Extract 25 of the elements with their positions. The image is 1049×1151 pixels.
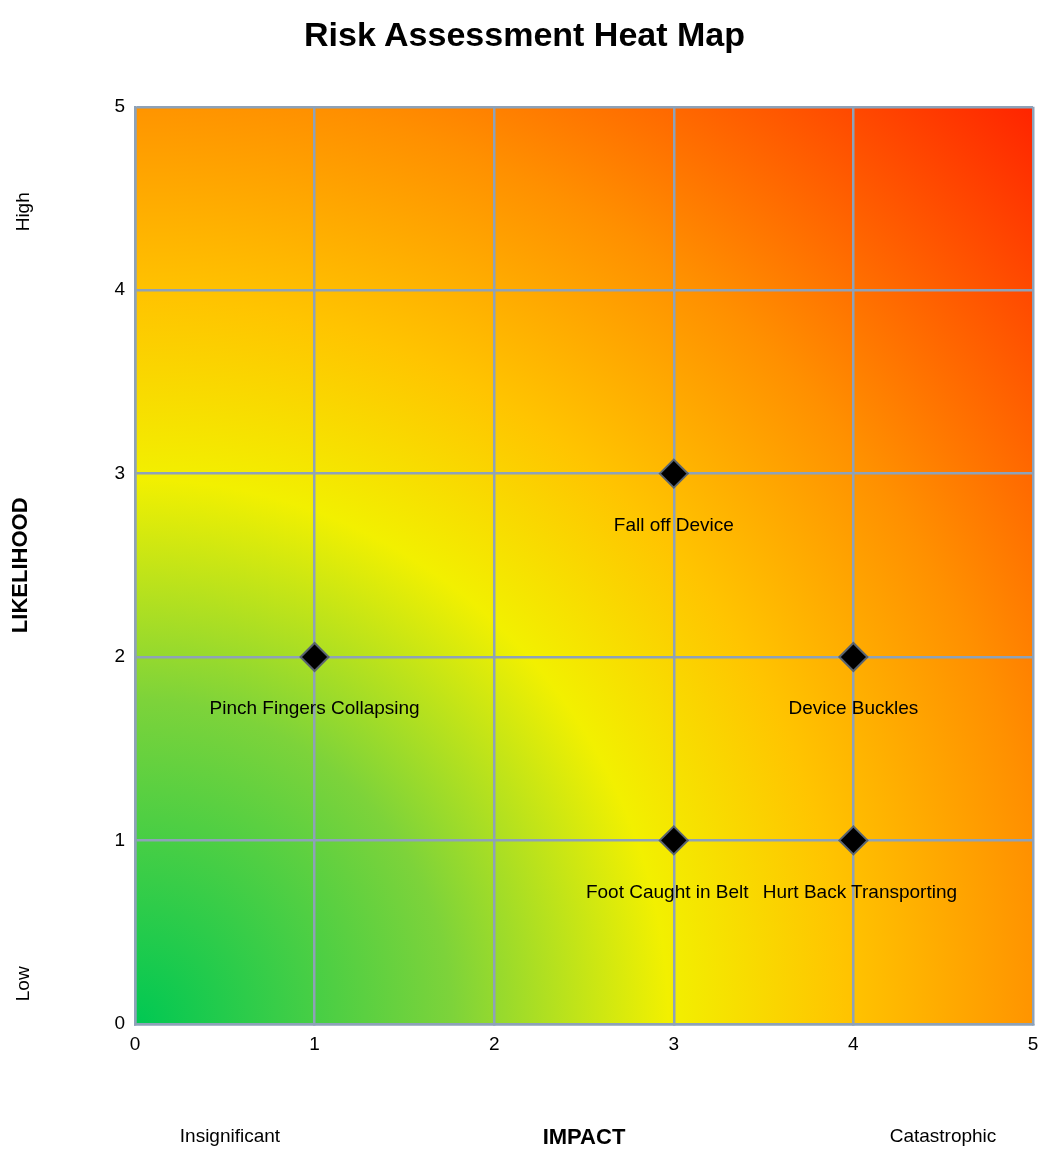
y-tick-label: 5	[114, 95, 125, 117]
point	[299, 642, 330, 672]
point	[838, 642, 869, 672]
text: High	[12, 192, 34, 232]
text: Low	[12, 966, 34, 1002]
y-tick-label: 2	[114, 645, 125, 667]
y-tick-label: 4	[114, 278, 126, 300]
text: Catastrophic	[889, 1125, 997, 1147]
x-tick-label: 5	[1027, 1033, 1039, 1055]
x-tick-label: 3	[668, 1033, 680, 1055]
y-tick-label: 3	[114, 461, 125, 483]
chart-title: Risk Assessment Heat Map	[304, 14, 745, 53]
x-tick-label: 4	[848, 1033, 860, 1055]
x-tick-label: 2	[488, 1033, 500, 1055]
point	[658, 458, 689, 489]
point	[838, 825, 869, 856]
y-tick-label: 1	[114, 828, 125, 850]
point	[658, 825, 689, 856]
text: Insignificant	[179, 1125, 281, 1147]
x-tick-label: 0	[129, 1033, 141, 1055]
x-axis-title: IMPACT	[542, 1123, 626, 1149]
y-axis-title: LIKELIHOOD	[7, 497, 33, 634]
x-tick-label: 1	[309, 1033, 320, 1055]
annotation: Fall off Device	[613, 513, 734, 535]
y-tick-label: 0	[114, 1012, 125, 1034]
